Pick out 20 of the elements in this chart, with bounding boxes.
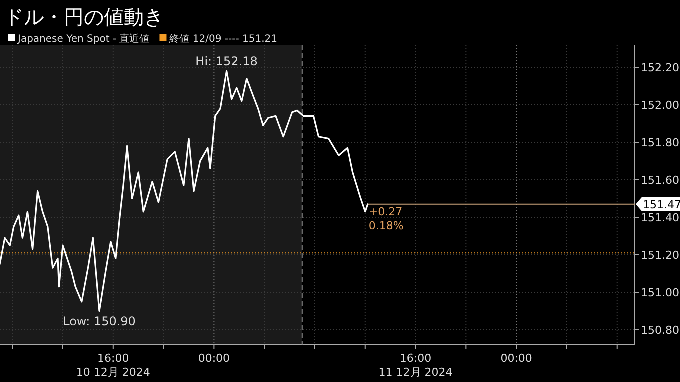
x-tick-label: 16:00 11 12月 2024 xyxy=(378,352,453,379)
annotation: Hi: 152.18 xyxy=(196,54,258,68)
y-tick-label: 150.80 xyxy=(641,324,680,337)
y-tick-label: 151.80 xyxy=(641,136,680,150)
y-tick-label: 151.60 xyxy=(641,174,680,187)
annotation: +0.27 xyxy=(368,205,403,218)
y-tick-label: 151.00 xyxy=(641,286,680,300)
y-tick-label: 151.20 xyxy=(641,249,680,262)
chart-title: ドル・円の値動き xyxy=(4,5,164,29)
legend-label: 終値 12/09 ---- 151.21 xyxy=(168,33,278,45)
x-tick-label: 00:00 xyxy=(198,352,230,365)
annotation: Low: 150.90 xyxy=(63,314,136,328)
annotation: 0.18% xyxy=(368,219,404,232)
x-tick-label: 16:00 10 12月 2024 xyxy=(76,352,150,379)
y-tick-label: 151.40 xyxy=(641,212,680,224)
legend-label: Japanese Yen Spot - 直近値 xyxy=(17,33,150,45)
x-tick-label: 00:00 xyxy=(500,352,532,365)
y-tick-label: 152.00 xyxy=(641,99,680,112)
y-tick-label: 152.20 xyxy=(641,62,680,74)
line-series xyxy=(0,70,369,312)
